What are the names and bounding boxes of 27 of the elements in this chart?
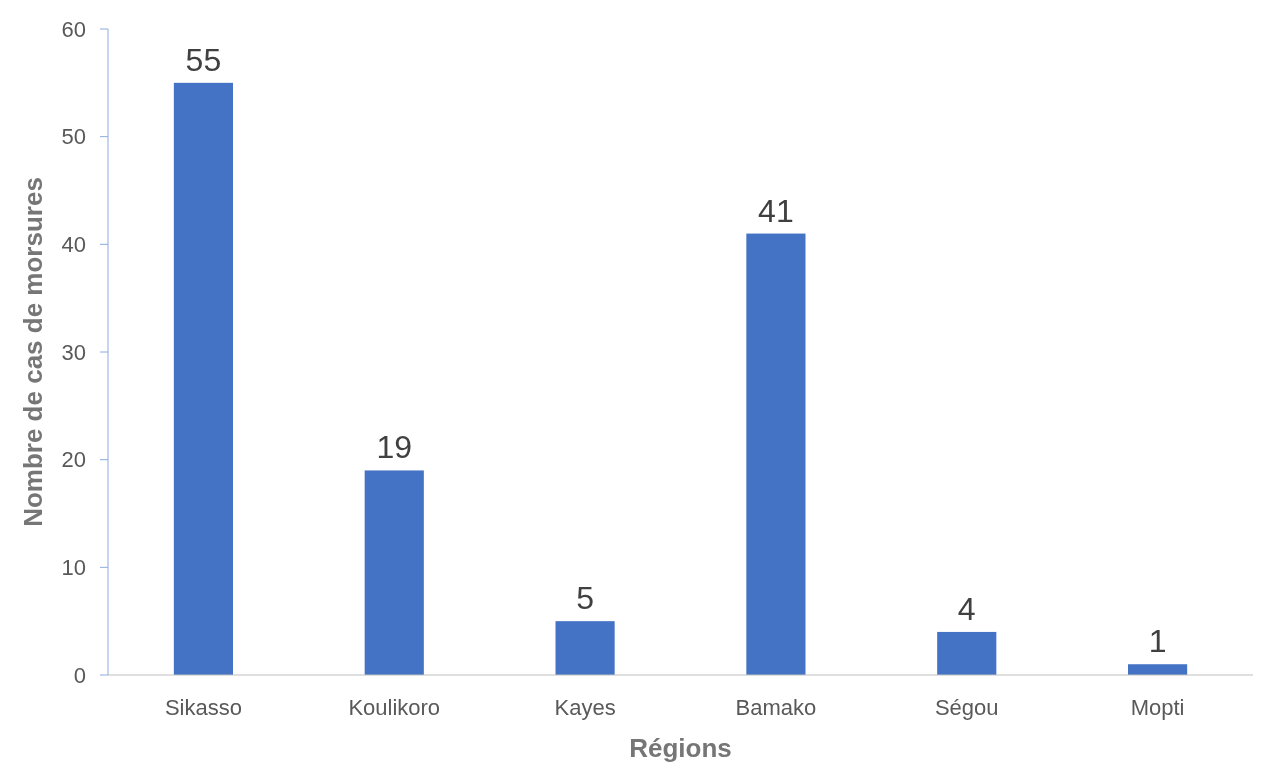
y-tick-label: 0 xyxy=(73,662,86,688)
bar xyxy=(173,82,233,675)
bar xyxy=(555,621,615,675)
y-tick-label: 60 xyxy=(61,16,86,42)
y-tick-label: 40 xyxy=(61,232,86,258)
y-tick-label: 20 xyxy=(61,447,86,473)
x-tick-label: Kayes xyxy=(554,695,616,720)
bar xyxy=(1128,664,1188,675)
x-tick-label: Koulikoro xyxy=(348,695,441,720)
bar xyxy=(364,470,424,675)
y-tick-label: 10 xyxy=(61,555,86,581)
x-axis-title: Régions xyxy=(629,733,732,763)
bar xyxy=(937,631,997,675)
data-label: 41 xyxy=(758,192,794,229)
data-label: 4 xyxy=(957,590,976,627)
data-label: 55 xyxy=(185,41,222,78)
x-tick-label: Sikasso xyxy=(164,695,242,720)
y-axis-title: Nombre de cas de morsures xyxy=(18,177,48,527)
bar xyxy=(746,233,806,675)
x-tick-label: Bamako xyxy=(735,695,817,720)
x-tick-label: Mopti xyxy=(1130,695,1185,720)
y-tick-label: 30 xyxy=(61,339,86,365)
y-tick-label: 50 xyxy=(61,124,86,150)
x-tick-label: Ségou xyxy=(934,695,999,720)
data-label: 19 xyxy=(376,429,413,466)
data-label: 1 xyxy=(1148,623,1167,660)
data-label: 5 xyxy=(576,580,594,617)
